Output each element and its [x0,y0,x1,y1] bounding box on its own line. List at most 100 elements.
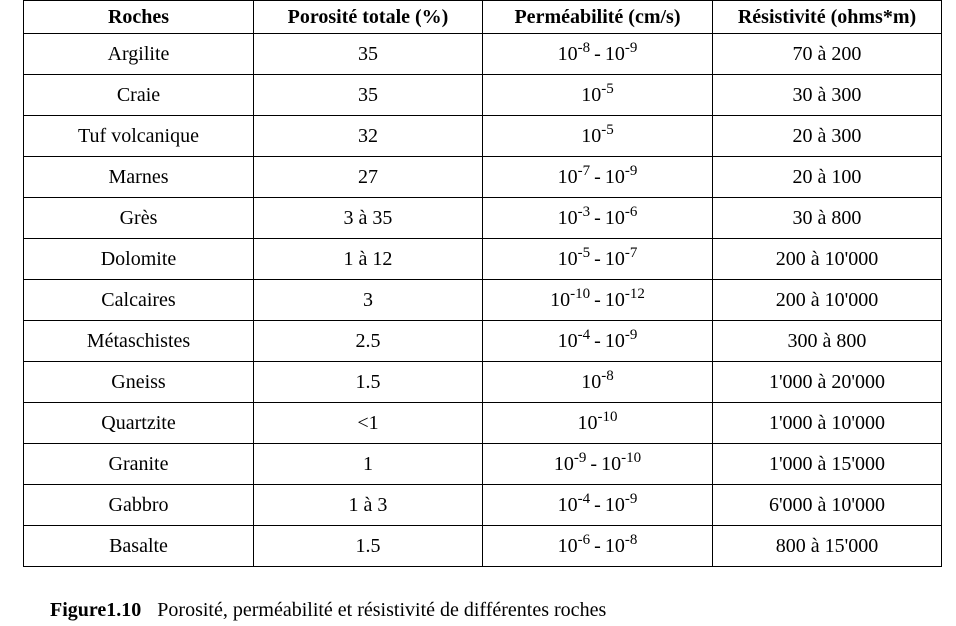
cell-porosite: 35 [253,74,483,116]
perm-exponent: -6 [577,532,591,548]
cell-roche: Craie [23,74,254,116]
cell-permeabilite: 10-8 [482,361,713,403]
cell-porosite: 1.5 [253,525,483,567]
cell-roche: Marnes [23,156,254,198]
cell-permeabilite: 10-10 [482,402,713,444]
perm-base: 10 [604,248,625,270]
cell-roche: Tuf volcanique [23,115,254,157]
range-dash: - [594,248,601,270]
cell-permeabilite: 10-3-10-6 [482,197,713,239]
table-body: Argilite 35 10-8-10-9 70 à 200 Craie 35 10-5 30… [23,33,942,567]
table-header-row: Roches Porosité totale (%) Perméabilité … [23,0,942,34]
table-row: Tuf volcanique 32 10-5 20 à 300 [23,115,942,157]
cell-resistivite: 1'000 à 15'000 [712,443,942,485]
perm-base: 10 [581,125,602,147]
table-row: Dolomite 1 à 12 10-5-10-7 200 à 10'000 [23,238,942,280]
perm-base: 10 [577,412,598,434]
cell-porosite: 3 [253,279,483,321]
cell-permeabilite: 10-7-10-9 [482,156,713,198]
perm-base: 10 [604,330,625,352]
cell-roche: Argilite [23,33,254,75]
cell-porosite: 1 [253,443,483,485]
perm-exponent: -9 [624,327,638,343]
perm-base: 10 [604,535,625,557]
cell-resistivite: 20 à 100 [712,156,942,198]
perm-base: 10 [550,289,571,311]
cell-permeabilite: 10-8-10-9 [482,33,713,75]
cell-resistivite: 30 à 300 [712,74,942,116]
header-roches: Roches [23,0,254,34]
perm-base: 10 [557,330,578,352]
perm-exponent: -5 [601,81,614,97]
table-row: Argilite 35 10-8-10-9 70 à 200 [23,33,942,75]
perm-exponent: -12 [624,286,645,302]
range-dash: - [590,453,598,475]
table-row: Basalte 1.5 10-6-10-8 800 à 15'000 [23,525,942,567]
perm-base: 10 [604,207,625,229]
perm-base: 10 [581,84,602,106]
cell-permeabilite: 10-10-10-12 [482,279,713,321]
cell-permeabilite: 10-5 [482,74,713,116]
table-row: Marnes 27 10-7-10-9 20 à 100 [23,156,942,198]
cell-porosite: 32 [253,115,483,157]
perm-base: 10 [557,43,578,65]
table-row: Gabbro 1 à 3 10-4-10-9 6'000 à 10'000 [23,484,942,526]
cell-resistivite: 30 à 800 [712,197,942,239]
table-row: Gneiss 1.5 10-8 1'000 à 20'000 [23,361,942,403]
range-dash: - [594,330,601,352]
header-permeabilite: Perméabilité (cm/s) [482,0,713,34]
cell-permeabilite: 10-4-10-9 [482,484,713,526]
cell-porosite: 2.5 [253,320,483,362]
cell-permeabilite: 10-9-10-10 [482,443,713,485]
cell-resistivite: 1'000 à 10'000 [712,402,942,444]
cell-roche: Métaschistes [23,320,254,362]
perm-exponent: -8 [577,40,591,56]
figure-caption-text: Porosité, perméabilité et résistivité de… [157,599,607,621]
perm-exponent: -4 [577,327,591,343]
cell-roche: Basalte [23,525,254,567]
cell-porosite: 1 à 3 [253,484,483,526]
perm-base: 10 [581,371,602,393]
perm-exponent: -10 [597,409,618,425]
cell-roche: Calcaires [23,279,254,321]
cell-permeabilite: 10-6-10-8 [482,525,713,567]
cell-resistivite: 200 à 10'000 [712,279,942,321]
cell-resistivite: 20 à 300 [712,115,942,157]
cell-permeabilite: 10-5 [482,115,713,157]
perm-base: 10 [557,535,578,557]
cell-permeabilite: 10-4-10-9 [482,320,713,362]
perm-exponent: -9 [624,491,638,507]
figure-label: Figure1.10 [50,599,142,621]
table-row: Granite 1 10-9-10-10 1'000 à 15'000 [23,443,942,485]
perm-base: 10 [557,207,578,229]
perm-exponent: -10 [621,450,642,466]
cell-porosite: 1.5 [253,361,483,403]
perm-exponent: -7 [577,163,591,179]
cell-resistivite: 6'000 à 10'000 [712,484,942,526]
perm-exponent: -10 [570,286,591,302]
perm-exponent: -6 [624,204,638,220]
cell-roche: Gabbro [23,484,254,526]
cell-resistivite: 800 à 15'000 [712,525,942,567]
perm-exponent: -8 [601,368,614,384]
cell-roche: Quartzite [23,402,254,444]
perm-exponent: -5 [601,122,614,138]
cell-porosite: 1 à 12 [253,238,483,280]
cell-porosite: 3 à 35 [253,197,483,239]
cell-resistivite: 200 à 10'000 [712,238,942,280]
perm-exponent: -3 [577,204,591,220]
perm-base: 10 [557,166,578,188]
cell-roche: Grès [23,197,254,239]
perm-base: 10 [601,453,622,475]
perm-exponent: -8 [624,532,638,548]
perm-exponent: -9 [624,40,638,56]
perm-base: 10 [604,494,625,516]
range-dash: - [594,43,601,65]
perm-exponent: -9 [573,450,587,466]
range-dash: - [594,166,601,188]
rock-properties-table: Roches Porosité totale (%) Perméabilité … [23,0,942,567]
range-dash: - [594,289,601,311]
table-row: Calcaires 3 10-10-10-12 200 à 10'000 [23,279,942,321]
table-row: Craie 35 10-5 30 à 300 [23,74,942,116]
range-dash: - [594,494,601,516]
